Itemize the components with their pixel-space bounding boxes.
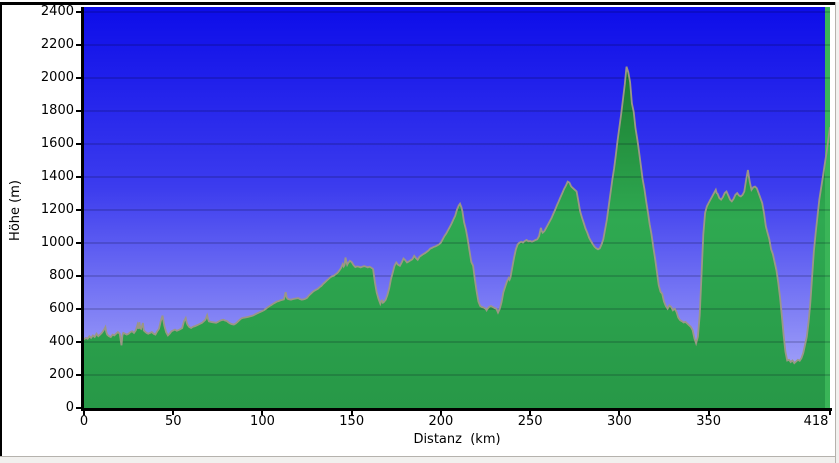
window-edge-bottom (0, 456, 839, 463)
x-tick-mark (829, 408, 831, 415)
x-axis-title: Distanz (km) (413, 432, 501, 447)
y-tick-mark (76, 142, 84, 145)
y-tick-mark (76, 274, 84, 277)
x-tick-label: 418 (803, 414, 829, 429)
y-tick-label: 200 (49, 366, 74, 382)
y-tick-mark (76, 76, 84, 79)
y-tick-label: 600 (49, 300, 74, 316)
x-tick-mark (350, 408, 353, 415)
window-border-left (0, 2, 2, 456)
y-axis-title-box: Höhe (m) (2, 110, 28, 310)
x-tick-label: 0 (79, 414, 89, 429)
y-tick-mark (76, 43, 84, 46)
elevation-area-fill (84, 66, 830, 408)
elevation-outline (84, 66, 830, 365)
horizontal-gridlines (84, 11, 830, 376)
x-tick-label: 100 (250, 414, 275, 429)
x-tick-mark (529, 408, 532, 415)
x-tick-mark (707, 408, 710, 415)
y-tick-mark (76, 373, 84, 376)
x-tick-label: 300 (606, 414, 632, 429)
y-tick-label: 2200 (40, 36, 74, 52)
y-tick-label: 1000 (40, 234, 74, 250)
y-tick-label: 1600 (40, 135, 74, 151)
y-tick-mark (76, 10, 84, 13)
x-axis-line (81, 408, 832, 411)
plot-right-edge-strip (825, 7, 830, 408)
x-tick-mark (618, 408, 621, 415)
y-tick-mark (76, 208, 84, 211)
x-tick-mark (439, 408, 442, 415)
x-tick-label: 150 (339, 414, 365, 429)
y-tick-mark (76, 241, 84, 244)
x-tick-mark (83, 408, 85, 415)
window-border-top (0, 2, 836, 5)
y-axis-title: Höhe (m) (7, 179, 23, 241)
y-tick-label: 2400 (40, 3, 74, 19)
y-tick-label: 0 (65, 400, 74, 415)
y-tick-label: 800 (49, 267, 74, 283)
window-edge-right (835, 2, 839, 463)
x-tick-mark (261, 408, 264, 415)
x-tick-label: 250 (517, 414, 543, 429)
x-tick-label: 200 (428, 414, 454, 429)
y-tick-mark (76, 407, 84, 409)
y-tick-label: 2000 (40, 69, 74, 85)
y-tick-label: 1200 (40, 201, 74, 217)
y-tick-label: 1400 (40, 168, 74, 184)
y-tick-mark (76, 340, 84, 343)
y-tick-label: 400 (49, 333, 74, 349)
x-tick-mark (172, 408, 175, 415)
y-tick-mark (76, 175, 84, 178)
elevation-area-chart (84, 7, 830, 408)
y-tick-mark (76, 307, 84, 310)
x-tick-label: 350 (696, 414, 722, 429)
y-tick-label: 1800 (40, 102, 74, 118)
x-tick-label: 50 (164, 414, 182, 429)
y-tick-mark (76, 109, 84, 112)
